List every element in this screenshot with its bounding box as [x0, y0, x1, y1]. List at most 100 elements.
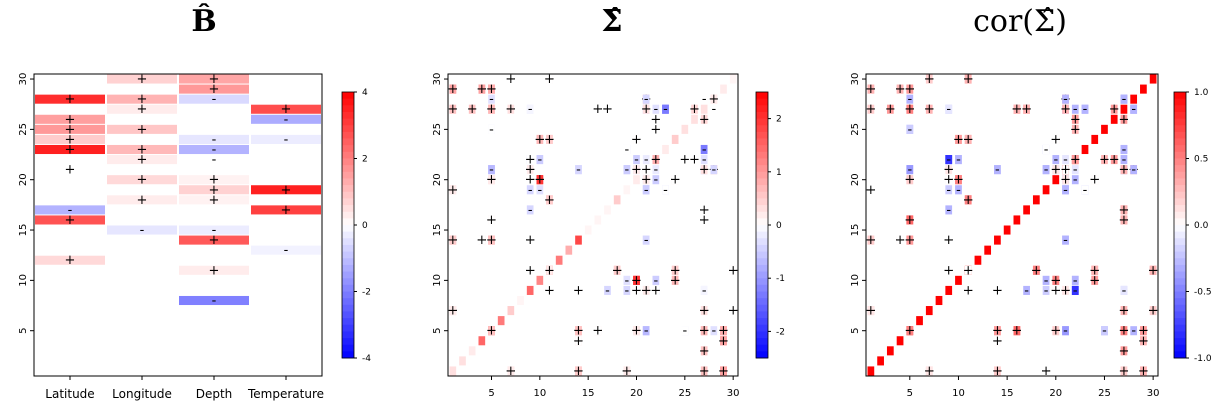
heatmap-cell — [681, 326, 689, 336]
cell-sign-label: - — [1073, 273, 1078, 288]
heatmap-cell — [1013, 104, 1021, 114]
legend-swatch — [756, 191, 768, 199]
cell-sign-label: - — [702, 283, 707, 298]
cell-sign-label: + — [904, 213, 915, 228]
heatmap-cell — [945, 265, 953, 275]
cell-sign-label: + — [895, 82, 906, 97]
cell-sign-label: - — [284, 243, 289, 258]
heatmap-cell — [945, 165, 953, 175]
heatmap-cell — [652, 165, 660, 175]
cell-sign-label: - — [1102, 324, 1107, 339]
heatmap-cell — [536, 185, 544, 195]
cell-sign-label: + — [476, 233, 487, 248]
cell-sign-label: - — [528, 203, 533, 218]
heatmap-cell — [488, 175, 495, 185]
x-tick-label: 10 — [952, 388, 965, 399]
heatmap-cell — [925, 74, 933, 84]
legend-tick-label: 2 — [362, 155, 368, 165]
heatmap-cell — [1130, 165, 1138, 175]
cell-sign-label: + — [1050, 132, 1061, 147]
legend-swatch — [1174, 125, 1186, 133]
legend-swatch — [756, 125, 768, 133]
heatmap-cell — [710, 326, 718, 336]
legend-swatch — [756, 171, 768, 179]
diagonal-cell — [1023, 205, 1030, 215]
legend-swatch — [1174, 178, 1186, 186]
heatmap-cell — [729, 306, 737, 316]
diagonal-cell — [449, 366, 457, 376]
legend-swatch — [1174, 271, 1186, 279]
heatmap-cell — [710, 94, 718, 104]
legend-swatch — [756, 105, 768, 113]
cell-sign-label: + — [209, 263, 220, 278]
heatmap-cell — [179, 84, 249, 94]
legend-swatch — [1174, 311, 1186, 319]
cell-sign-label: + — [895, 233, 906, 248]
legend-swatch — [342, 351, 354, 359]
legend-swatch — [1174, 231, 1186, 239]
heatmap-cell — [994, 326, 1001, 336]
cell-sign-label: + — [1050, 283, 1061, 298]
cell-sign-label: + — [137, 173, 148, 188]
cell-sign-label: + — [447, 183, 458, 198]
heatmap-cell — [955, 155, 962, 165]
legend-swatch — [342, 298, 354, 306]
cell-sign-label: - — [946, 153, 951, 168]
cell-sign-label: + — [1060, 173, 1071, 188]
legend-swatch — [756, 324, 768, 332]
legend-tick-label: 4 — [362, 88, 368, 98]
heatmap-cell — [1101, 155, 1108, 165]
legend-swatch — [342, 145, 354, 153]
diagonal-cell — [1101, 124, 1108, 134]
heatmap-cell — [478, 235, 486, 245]
heatmap-cell — [1052, 134, 1060, 144]
heatmap-cell — [906, 94, 914, 104]
cell-sign-label: + — [447, 304, 458, 319]
legend-swatch — [756, 331, 768, 339]
cell-sign-label: + — [650, 153, 661, 168]
legend-swatch — [1174, 92, 1186, 100]
heatmap-cell — [867, 185, 875, 195]
cell-sign-label: - — [605, 283, 610, 298]
heatmap-cell — [1052, 275, 1060, 285]
legend-tick-label: -2 — [362, 288, 371, 298]
diagonal-cell — [507, 306, 515, 316]
cell-sign-label: + — [718, 364, 729, 379]
legend-swatch — [1174, 98, 1186, 106]
heatmap-cell — [536, 134, 544, 144]
heatmap-cell — [955, 134, 962, 144]
diagonal-cell — [575, 235, 582, 245]
heatmap-cell — [945, 104, 953, 114]
cell-sign-label: + — [447, 102, 458, 117]
heatmap-cell — [107, 124, 177, 134]
diagonal-cell — [1081, 144, 1089, 155]
heatmap-cell — [1052, 165, 1060, 175]
heatmap-cell — [1120, 94, 1128, 104]
legend-swatch — [342, 225, 354, 233]
x-tick-label: 15 — [1001, 388, 1014, 399]
cell-sign-label: - — [576, 163, 581, 178]
legend-swatch — [342, 251, 354, 259]
heatmap-cell — [886, 104, 894, 114]
cell-sign-label: + — [924, 102, 935, 117]
cell-sign-label: - — [644, 183, 649, 198]
heatmap-cell — [1120, 114, 1128, 124]
heatmap-cell — [575, 285, 582, 295]
heatmap-cell — [107, 195, 177, 205]
legend-swatch — [342, 131, 354, 139]
cell-sign-label: + — [209, 193, 220, 208]
heatmap-cell — [662, 185, 669, 195]
heatmap-cell — [179, 155, 249, 165]
heatmap-cell — [906, 84, 914, 94]
heatmap-cell — [179, 185, 249, 195]
cell-sign-label: + — [865, 304, 876, 319]
x-tick-label: 5 — [488, 388, 494, 399]
legend-swatch — [1174, 118, 1186, 126]
heatmap-cell — [107, 104, 177, 114]
heatmap-cell — [1062, 175, 1069, 185]
cell-sign-label: + — [699, 213, 710, 228]
legend-swatch — [342, 318, 354, 326]
legend-swatch — [1174, 251, 1186, 259]
heatmap-cell — [700, 144, 708, 155]
heatmap-cell — [1062, 235, 1069, 245]
